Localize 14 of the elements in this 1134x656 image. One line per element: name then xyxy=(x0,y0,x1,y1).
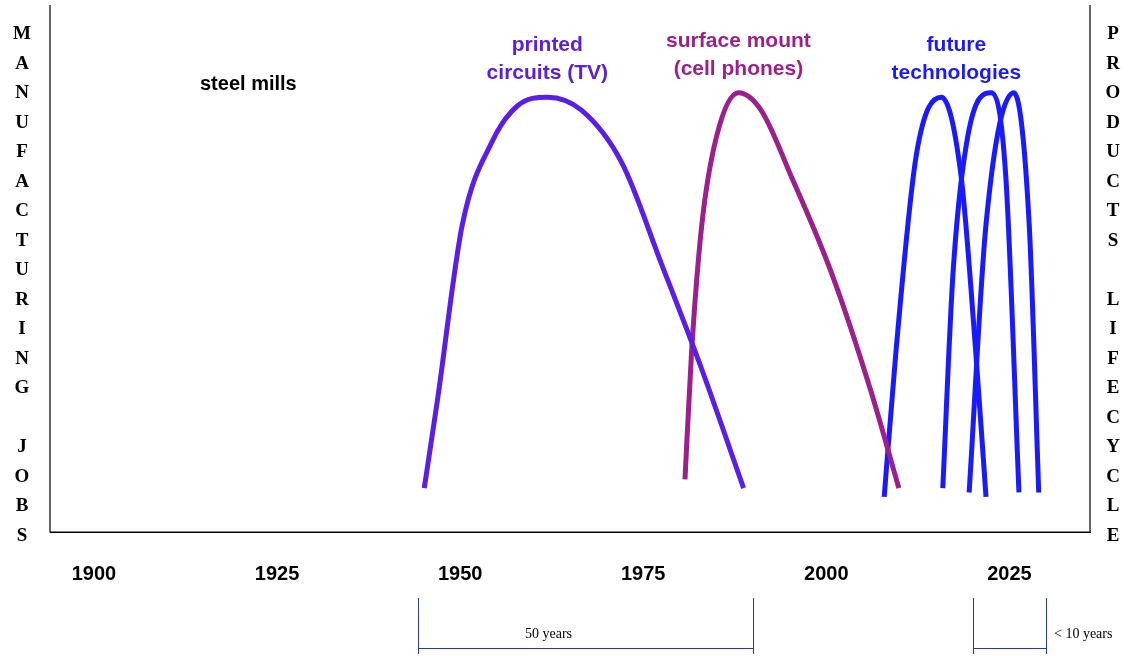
text: < 10 years xyxy=(1054,626,1113,642)
text: MANUFACTURING JOBS xyxy=(13,22,31,545)
annotation: steel mills xyxy=(200,72,297,95)
x-tick-label: 1900 xyxy=(71,561,117,584)
series-label: surface mount (cell phones) xyxy=(666,27,811,79)
x-tick-label: 2025 xyxy=(987,561,1032,584)
series-label: printed circuits (TV) xyxy=(486,32,608,84)
text: PRODUCTS LIFECYCLE xyxy=(1105,22,1121,545)
x-tick-label: 2000 xyxy=(804,561,849,584)
x-tick-label: 1950 xyxy=(437,561,483,584)
x-tick-label: 1975 xyxy=(620,561,666,584)
x-tick-label: 1925 xyxy=(254,561,300,584)
text: 50 years xyxy=(525,626,573,642)
text: future technologies xyxy=(891,32,1022,84)
